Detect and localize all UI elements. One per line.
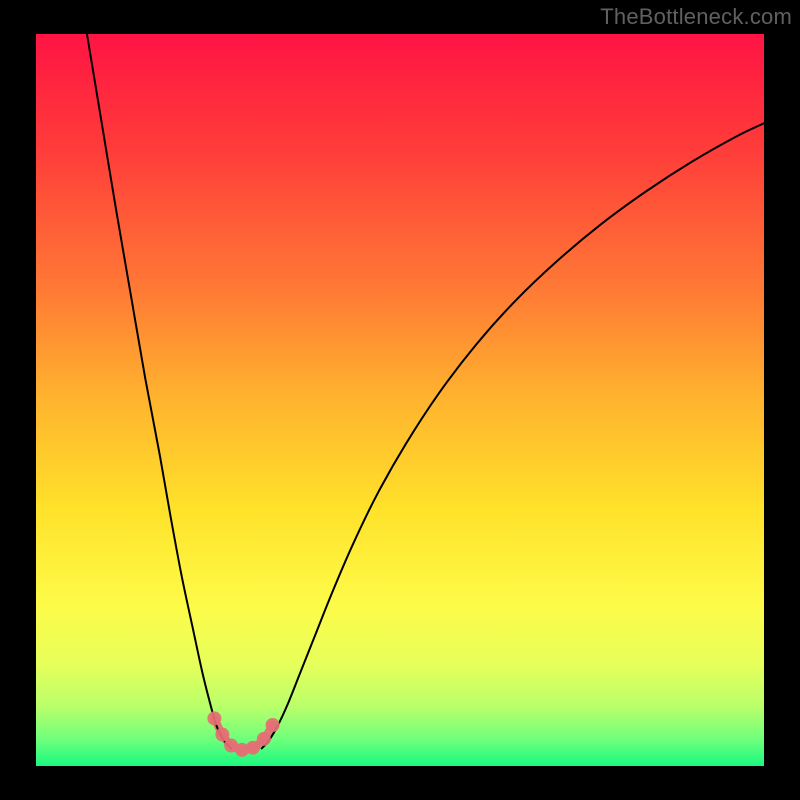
bottom-marker: [257, 732, 271, 746]
plot-background: [36, 34, 764, 766]
watermark-text: TheBottleneck.com: [600, 4, 792, 30]
bottleneck-chart: [0, 0, 800, 800]
bottom-marker: [266, 718, 280, 732]
bottom-marker: [207, 711, 221, 725]
bottom-marker: [246, 741, 260, 755]
bottom-marker: [215, 728, 229, 742]
